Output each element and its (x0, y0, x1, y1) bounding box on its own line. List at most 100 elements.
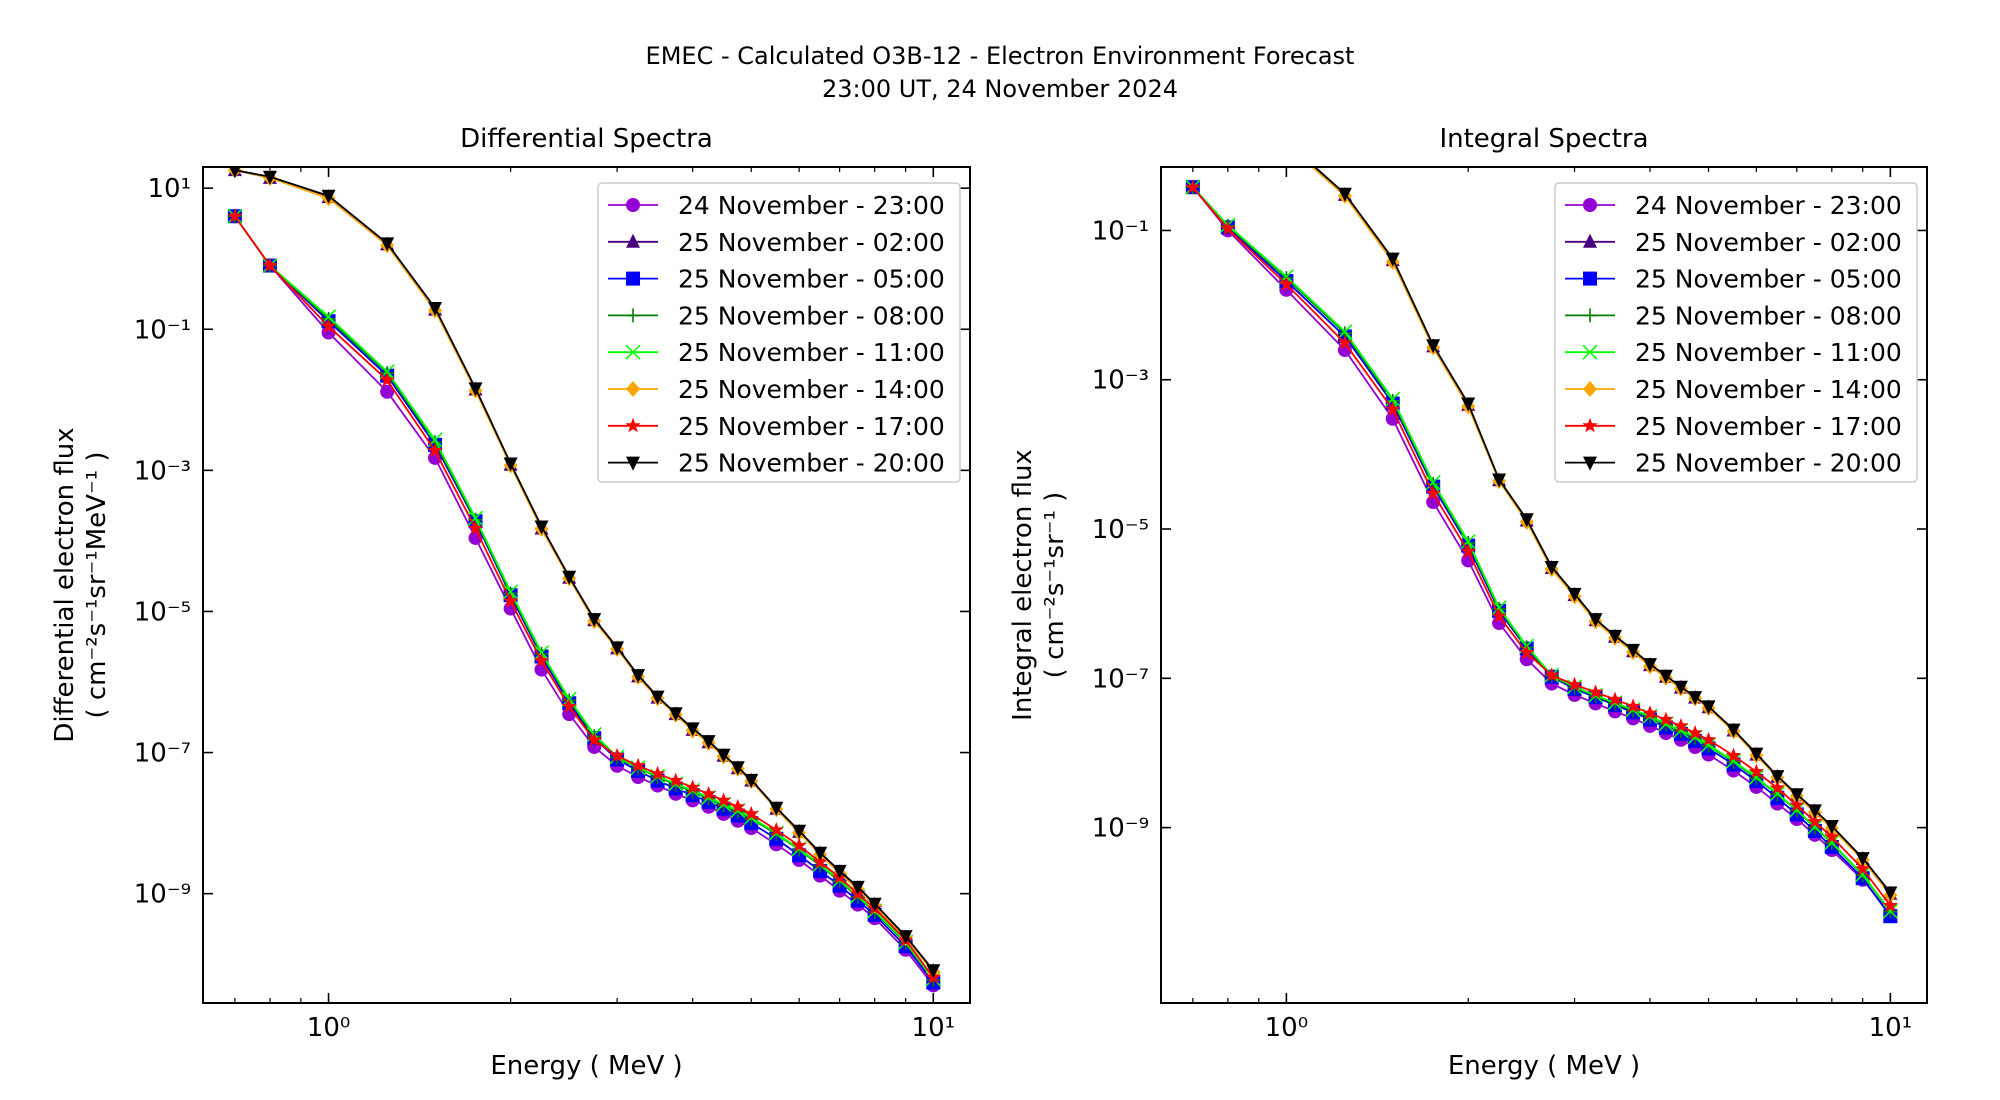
data-point (791, 837, 807, 853)
data-point (587, 613, 602, 628)
data-point (792, 824, 807, 839)
legend-item: 25 November - 05:00 (608, 265, 945, 294)
legend-marker (1583, 198, 1597, 212)
legend-marker (626, 271, 640, 286)
data-point (631, 669, 646, 684)
data-point (1337, 335, 1353, 350)
data-point (1461, 397, 1476, 412)
legend-item: 24 November - 23:00 (1565, 191, 1902, 220)
y-tick-label: 10⁻³ (134, 456, 191, 486)
data-point (1460, 543, 1476, 558)
data-point (1687, 725, 1703, 740)
data-point (379, 372, 395, 387)
legend-label: 25 November - 02:00 (678, 228, 945, 257)
data-point (1337, 187, 1352, 202)
y-tick-label: 10⁻⁷ (134, 739, 191, 769)
legend-label: 25 November - 17:00 (678, 412, 945, 441)
legend-label: 25 November - 14:00 (1635, 375, 1902, 404)
data-point (1855, 852, 1870, 867)
legend-label: 25 November - 11:00 (678, 338, 945, 367)
data-point (262, 257, 278, 273)
legend-item: 25 November - 11:00 (1565, 338, 1902, 367)
data-point (1221, 114, 1235, 128)
plot-frame (1160, 166, 1928, 1004)
data-point (503, 584, 519, 600)
panel-title: Differential Spectra (460, 124, 713, 154)
data-point (926, 964, 941, 979)
data-point (1789, 802, 1805, 818)
legend-item: 25 November - 20:00 (608, 449, 945, 478)
data-point (1769, 779, 1785, 795)
panel-title: Integral Spectra (1439, 124, 1648, 154)
data-point (716, 748, 731, 763)
data-point (668, 772, 684, 788)
y-tick-label: 10¹ (147, 174, 191, 204)
y-tick-label: 10⁻⁵ (134, 597, 191, 627)
data-point (898, 930, 913, 945)
data-point (468, 382, 483, 397)
data-point (1567, 587, 1582, 602)
legend-item: 25 November - 02:00 (608, 228, 945, 257)
data-point (1700, 731, 1717, 747)
legend-marker (1583, 271, 1597, 286)
data-point (561, 698, 577, 713)
legend-marker (1583, 233, 1597, 248)
data-point (1673, 680, 1688, 695)
data-point (1544, 667, 1560, 682)
series-8 (229, 167, 941, 979)
data-point (227, 208, 243, 223)
data-point (832, 864, 847, 879)
legend-box (597, 182, 961, 483)
legend-label: 25 November - 20:00 (1635, 449, 1902, 478)
legend-label: 25 November - 02:00 (1635, 228, 1902, 257)
plot-frame (202, 166, 971, 1004)
data-point (1625, 698, 1641, 713)
series-7 (1185, 179, 1898, 913)
data-point (1770, 770, 1785, 785)
data-point (650, 690, 665, 705)
legend-marker (1582, 344, 1598, 360)
data-point (1337, 324, 1353, 340)
data-point (1789, 788, 1804, 803)
data-point (685, 722, 700, 737)
y-tick-label: 10⁻¹ (1092, 216, 1149, 246)
data-point (533, 645, 550, 661)
legend-marker (625, 344, 641, 360)
data-point (1425, 474, 1441, 491)
y-axis-units: ( cm⁻²s⁻¹sr⁻¹MeV⁻¹ ) (82, 451, 112, 718)
y-tick-label: 10⁻⁹ (1092, 814, 1149, 844)
data-point (1725, 753, 1742, 769)
data-point (1186, 108, 1200, 122)
legend-label: 25 November - 20:00 (678, 449, 945, 478)
legend-item: 25 November - 11:00 (608, 338, 945, 367)
data-point (1882, 903, 1898, 919)
data-point (586, 732, 602, 747)
y-tick-label: 10⁻³ (1092, 366, 1149, 396)
legend-item: 24 November - 23:00 (608, 191, 945, 220)
data-point (1882, 897, 1898, 913)
data-point (1643, 658, 1658, 673)
data-point (1658, 669, 1673, 684)
data-point (503, 457, 518, 472)
data-point (1607, 629, 1622, 644)
data-point (1544, 560, 1559, 575)
data-point (1279, 136, 1293, 150)
y-axis-label: Integral electron flux (1008, 449, 1038, 721)
y-axis-units: ( cm⁻²s⁻¹sr⁻¹ ) (1040, 492, 1070, 679)
data-point (1279, 135, 1293, 149)
legend-label: 25 November - 08:00 (678, 301, 945, 330)
data-point (701, 735, 716, 750)
data-point (610, 641, 625, 656)
data-point (1807, 804, 1822, 819)
data-point (768, 821, 784, 837)
data-point (1186, 107, 1200, 121)
data-point (562, 570, 577, 585)
data-point (1426, 339, 1441, 354)
data-point (1519, 513, 1534, 528)
data-point (1748, 769, 1764, 785)
data-point (1221, 116, 1235, 132)
data-point (1278, 276, 1294, 291)
legend-marker (1582, 417, 1598, 433)
